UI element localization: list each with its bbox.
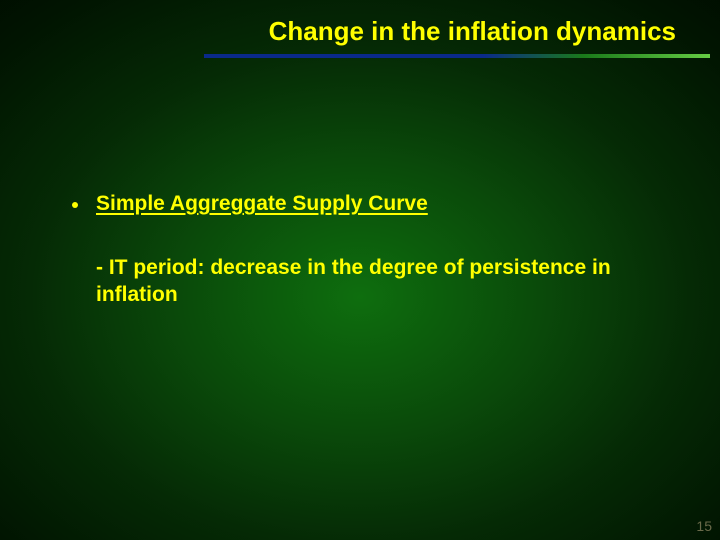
slide-title: Change in the inflation dynamics [0, 16, 680, 47]
bullet-item: Simple Aggreggate Supply Curve [72, 192, 428, 216]
bullet-dot-icon [72, 202, 78, 208]
title-underline [204, 54, 710, 58]
subpoint-text: - IT period: decrease in the degree of p… [96, 254, 660, 309]
bullet-text: Simple Aggreggate Supply Curve [96, 192, 428, 216]
page-number: 15 [696, 518, 712, 534]
